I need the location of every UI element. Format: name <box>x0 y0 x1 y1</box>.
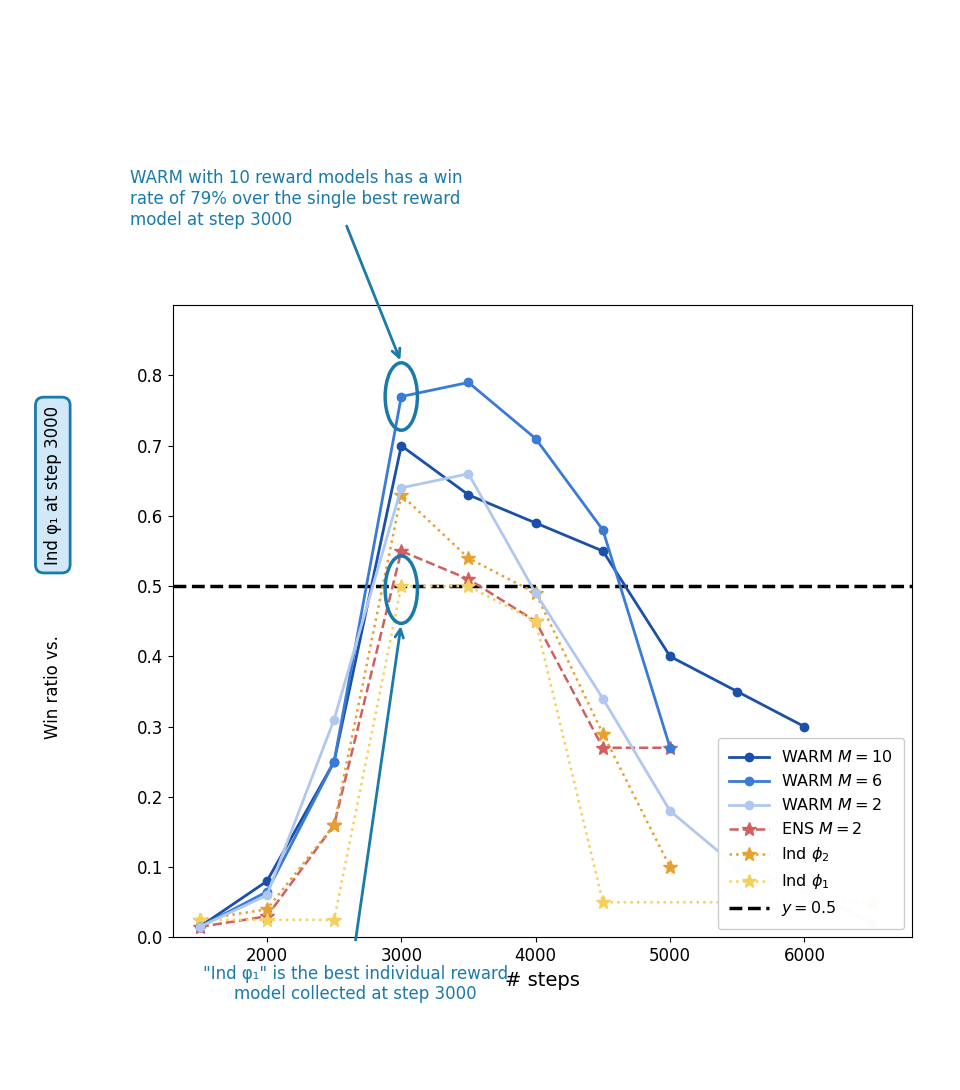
WARM $M = 2$ <box>597 692 609 705</box>
Ind $\phi_1$ <box>328 913 340 926</box>
WARM $M = 10$ <box>530 517 541 530</box>
ENS $M = 2$ <box>664 741 676 754</box>
Legend: WARM $M = 10$, WARM $M = 6$, WARM $M = 2$, ENS $M = 2$, Ind $\phi_2$, Ind $\phi_: WARM $M = 10$, WARM $M = 6$, WARM $M = 2… <box>717 738 904 930</box>
WARM $M = 6$ <box>328 755 340 768</box>
WARM $M = 10$ <box>194 920 205 933</box>
WARM $M = 6$ <box>396 390 407 403</box>
$y=0.5$ <box>0 580 4 593</box>
Ind $\phi_2$ <box>194 913 205 926</box>
Line: WARM $M = 10$: WARM $M = 10$ <box>196 441 808 931</box>
WARM $M = 6$ <box>194 920 205 933</box>
WARM $M = 6$ <box>463 376 474 389</box>
Ind $\phi_1$ <box>597 896 609 909</box>
WARM $M = 10$ <box>261 874 273 887</box>
Ind $\phi_2$ <box>463 552 474 565</box>
WARM $M = 6$ <box>664 741 676 754</box>
Line: WARM $M = 2$: WARM $M = 2$ <box>196 470 876 931</box>
Ind $\phi_1$ <box>194 913 205 926</box>
WARM $M = 10$ <box>732 685 743 698</box>
WARM $M = 2$ <box>732 861 743 874</box>
Text: Ind φ₁ at step 3000: Ind φ₁ at step 3000 <box>44 405 61 565</box>
WARM $M = 10$ <box>328 755 340 768</box>
Ind $\phi_2$ <box>597 727 609 740</box>
Ind $\phi_2$ <box>530 586 541 600</box>
WARM $M = 2$ <box>261 888 273 901</box>
WARM $M = 2$ <box>328 713 340 726</box>
Ind $\phi_1$ <box>530 615 541 628</box>
Ind $\phi_2$ <box>328 819 340 832</box>
WARM $M = 10$ <box>799 720 810 734</box>
WARM $M = 6$ <box>261 885 273 898</box>
Ind $\phi_2$ <box>261 903 273 916</box>
Line: Ind $\phi_1$: Ind $\phi_1$ <box>193 579 878 926</box>
Line: Ind $\phi_2$: Ind $\phi_2$ <box>193 488 677 926</box>
WARM $M = 2$ <box>664 804 676 818</box>
$y=0.5$ <box>0 580 4 593</box>
Text: "Ind φ₁" is the best individual reward
model collected at step 3000: "Ind φ₁" is the best individual reward m… <box>203 965 508 1004</box>
ENS $M = 2$ <box>194 920 205 933</box>
Ind $\phi_2$ <box>664 861 676 874</box>
ENS $M = 2$ <box>530 615 541 628</box>
Text: WARM with 10 reward models has a win
rate of 79% over the single best reward
mod: WARM with 10 reward models has a win rat… <box>130 169 462 229</box>
WARM $M = 10$ <box>597 545 609 558</box>
ENS $M = 2$ <box>328 819 340 832</box>
X-axis label: # steps: # steps <box>505 971 580 990</box>
WARM $M = 2$ <box>463 468 474 481</box>
Ind $\phi_1$ <box>261 913 273 926</box>
WARM $M = 2$ <box>799 882 810 895</box>
WARM $M = 2$ <box>866 917 877 930</box>
ENS $M = 2$ <box>261 910 273 923</box>
WARM $M = 10$ <box>664 650 676 663</box>
Line: ENS $M = 2$: ENS $M = 2$ <box>193 544 677 934</box>
Text: Win ratio vs.: Win ratio vs. <box>44 634 61 739</box>
WARM $M = 2$ <box>530 586 541 600</box>
Ind $\phi_1$ <box>463 580 474 593</box>
WARM $M = 2$ <box>194 920 205 933</box>
WARM $M = 10$ <box>396 439 407 452</box>
WARM $M = 2$ <box>396 482 407 495</box>
Ind $\phi_1$ <box>866 896 877 909</box>
ENS $M = 2$ <box>463 572 474 585</box>
WARM $M = 6$ <box>597 523 609 536</box>
Line: WARM $M = 6$: WARM $M = 6$ <box>196 378 674 931</box>
WARM $M = 10$ <box>463 488 474 501</box>
ENS $M = 2$ <box>597 741 609 754</box>
WARM $M = 6$ <box>530 432 541 445</box>
ENS $M = 2$ <box>396 545 407 558</box>
Ind $\phi_2$ <box>396 488 407 501</box>
Ind $\phi_1$ <box>396 580 407 593</box>
